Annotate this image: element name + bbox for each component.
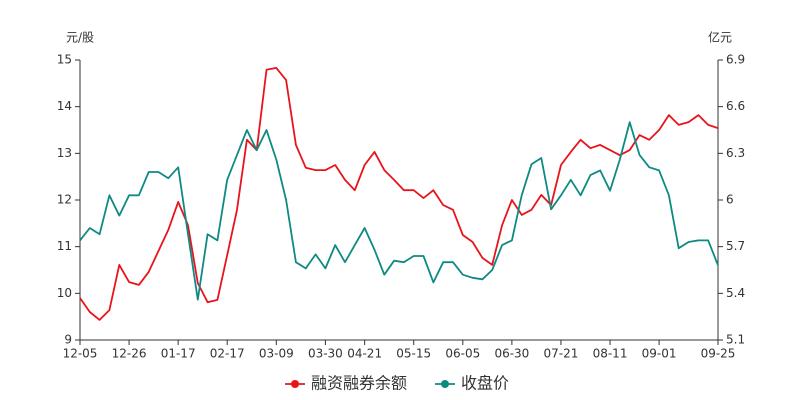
legend-marker (291, 380, 299, 388)
y-tick-label: 14 (57, 99, 72, 113)
y2-tick-label: 6 (726, 193, 734, 207)
y-axis-title: 元/股 (66, 31, 94, 45)
series-line (79, 67, 719, 321)
x-tick-label: 07-21 (544, 347, 579, 361)
legend-label: 融资融券余额 (311, 374, 407, 393)
series-line (79, 121, 719, 301)
y2-axis-title: 亿元 (708, 30, 732, 45)
x-tick-label: 01-17 (161, 347, 196, 361)
legend-marker (441, 380, 449, 388)
x-tick-label: 03-30 (308, 347, 343, 361)
x-tick-label: 03-09 (259, 347, 294, 361)
x-tick-label: 04-21 (347, 347, 382, 361)
x-tick-label: 12-26 (112, 347, 147, 361)
y2-tick-label: 5.4 (726, 286, 745, 300)
y-tick-label: 12 (57, 193, 72, 207)
y-tick-label: 10 (57, 286, 72, 300)
x-tick-label: 12-05 (63, 347, 98, 361)
x-tick-label: 06-05 (445, 347, 480, 361)
y2-tick-label: 5.7 (726, 239, 745, 253)
x-tick-label: 02-17 (210, 347, 245, 361)
y2-tick-label: 6.6 (726, 99, 745, 113)
y2-tick-label: 5.1 (726, 333, 745, 347)
y-tick-label: 13 (57, 146, 72, 160)
x-tick-label: 06-30 (494, 347, 529, 361)
x-tick-label: 08-11 (593, 347, 628, 361)
legend-label: 收盘价 (461, 374, 509, 393)
y2-tick-label: 6.9 (726, 53, 745, 67)
y2-tick-label: 6.3 (726, 146, 745, 160)
x-tick-label: 05-15 (396, 347, 431, 361)
x-tick-label: 09-01 (642, 347, 677, 361)
x-tick-label: 09-25 (701, 347, 736, 361)
y-tick-label: 9 (64, 333, 72, 347)
y-tick-label: 15 (57, 53, 72, 67)
y-tick-label: 11 (57, 239, 72, 253)
